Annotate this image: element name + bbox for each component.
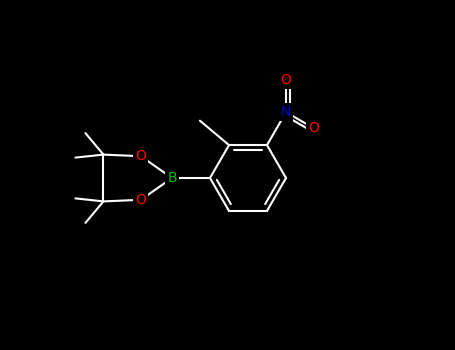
Text: N: N bbox=[281, 105, 291, 119]
Text: O: O bbox=[136, 193, 147, 207]
Text: O: O bbox=[308, 121, 319, 135]
Text: B: B bbox=[167, 171, 177, 185]
Text: O: O bbox=[136, 149, 147, 163]
Text: O: O bbox=[281, 73, 292, 87]
